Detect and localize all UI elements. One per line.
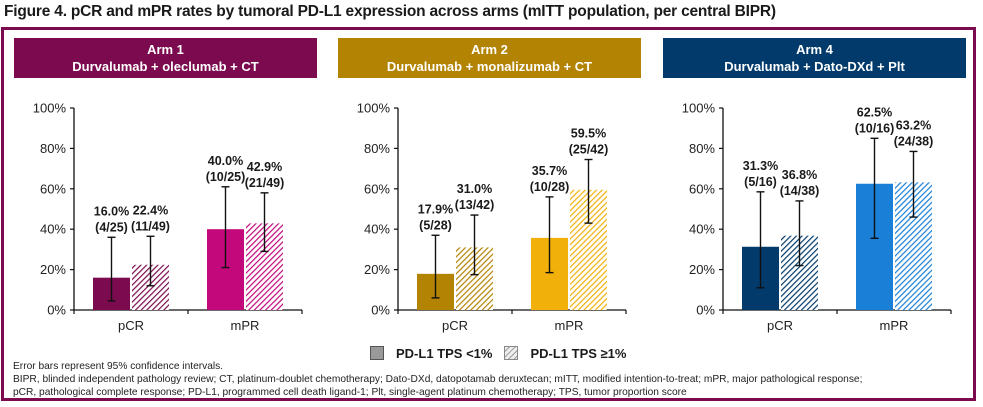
y-tick-label: 40% xyxy=(689,222,715,237)
figure-title: Figure 4. pCR and mPR rates by tumoral P… xyxy=(4,3,776,20)
y-tick-label: 100% xyxy=(33,101,67,116)
arm4-title: Arm 4 xyxy=(796,42,833,57)
y-tick-label: 40% xyxy=(364,222,390,237)
arm1-chart: 0% 20% 40% 60% 80% 100% pCR 16.0% (4/25) 22.4% (11… xyxy=(33,101,303,333)
arm2-subtitle: Durvalumab + monalizumab + CT xyxy=(386,59,593,74)
data-label-count: (14/38) xyxy=(780,184,820,198)
data-label-count: (10/16) xyxy=(855,121,895,135)
y-tick-label: 100% xyxy=(682,101,716,116)
data-label-value: 42.9% xyxy=(247,160,282,174)
x-tick-label: mPR xyxy=(555,318,584,333)
arm1-header: Arm 1 Durvalumab + oleclumab + CT xyxy=(14,38,317,78)
arm2-chart: 0% 20% 40% 60% 80% 100% pCR 17.9% (5/28) 31.0% (13… xyxy=(357,101,627,333)
x-tick-label: pCR xyxy=(442,318,468,333)
x-tick-label: mPR xyxy=(880,318,909,333)
footnote-abbreviations-2: pCR, pathological complete response; PD-… xyxy=(13,387,687,399)
data-label-value: 31.0% xyxy=(457,182,492,196)
y-tick-label: 80% xyxy=(364,141,390,156)
data-label-count: (5/16) xyxy=(744,175,777,189)
y-tick-label: 80% xyxy=(40,141,66,156)
data-label-value: 36.8% xyxy=(782,168,817,182)
data-label-value: 40.0% xyxy=(208,154,243,168)
legend-label-high: PD-L1 TPS ≥1% xyxy=(530,345,627,361)
y-tick-label: 20% xyxy=(40,262,66,277)
arm4-chart: 0% 20% 40% 60% 80% 100% pCR 31.3% (5/16) 36.8% (14… xyxy=(682,101,952,333)
y-tick-label: 60% xyxy=(40,181,66,196)
data-label-count: (13/42) xyxy=(455,198,495,212)
data-label-value: 22.4% xyxy=(133,203,168,217)
y-tick-label: 20% xyxy=(689,262,715,277)
arm2-panel: Arm 2 Durvalumab + monalizumab + CT 0% 20… xyxy=(338,38,642,338)
y-tick-label: 0% xyxy=(47,303,66,318)
data-label-value: 31.3% xyxy=(743,159,778,173)
arm1-title: Arm 1 xyxy=(147,42,184,57)
data-label-value: 16.0% xyxy=(94,204,129,218)
data-label-count: (10/25) xyxy=(206,170,246,184)
data-label-count: (25/42) xyxy=(569,143,609,157)
y-tick-label: 0% xyxy=(371,303,390,318)
arm2-title: Arm 2 xyxy=(471,42,508,57)
arm1-panel: Arm 1 Durvalumab + oleclumab + CT 0% 20% 4… xyxy=(14,38,318,338)
data-label-value: 17.9% xyxy=(418,202,453,216)
x-tick-label: pCR xyxy=(767,318,793,333)
data-label-count: (11/49) xyxy=(131,219,170,233)
data-label-count: (10/28) xyxy=(530,180,570,194)
legend-solid-swatch xyxy=(370,346,384,360)
data-label-value: 35.7% xyxy=(532,164,567,178)
data-label-count: (5/28) xyxy=(419,218,452,232)
y-tick-label: 20% xyxy=(364,262,390,277)
legend-label-low: PD-L1 TPS <1% xyxy=(396,345,493,361)
legend: PD-L1 TPS <1% PD-L1 TPS ≥1% xyxy=(370,344,638,362)
y-tick-label: 0% xyxy=(696,303,715,318)
data-label-count: (21/49) xyxy=(245,176,285,190)
y-tick-label: 100% xyxy=(357,101,391,116)
legend-hatched-swatch xyxy=(504,346,519,360)
data-label-value: 63.2% xyxy=(896,118,931,132)
arm4-panel: Arm 4 Durvalumab + Dato-DXd + Plt 0% 20% 4… xyxy=(663,38,967,338)
data-label-count: (4/25) xyxy=(95,220,128,234)
arm4-subtitle: Durvalumab + Dato-DXd + Plt xyxy=(724,59,905,74)
footnotes: Error bars represent 95% confidence inte… xyxy=(13,360,862,400)
y-tick-label: 40% xyxy=(40,222,66,237)
data-label-count: (24/38) xyxy=(894,134,934,148)
y-tick-label: 60% xyxy=(689,181,715,196)
x-tick-label: pCR xyxy=(118,318,144,333)
data-label-value: 59.5% xyxy=(571,127,606,141)
footnote-abbreviations-1: BIPR, blinded independent pathology revi… xyxy=(13,374,863,386)
arm2-header: Arm 2 Durvalumab + monalizumab + CT xyxy=(338,38,641,78)
footnote-error-bars: Error bars represent 95% confidence inte… xyxy=(13,361,224,372)
arm4-header: Arm 4 Durvalumab + Dato-DXd + Plt xyxy=(663,38,966,78)
y-tick-label: 60% xyxy=(364,181,390,196)
figure-frame: Arm 1 Durvalumab + oleclumab + CT 0% 20% 4… xyxy=(1,27,976,401)
arm1-subtitle: Durvalumab + oleclumab + CT xyxy=(72,59,259,74)
x-tick-label: mPR xyxy=(231,318,260,333)
data-label-value: 62.5% xyxy=(857,105,892,119)
y-tick-label: 80% xyxy=(689,141,715,156)
